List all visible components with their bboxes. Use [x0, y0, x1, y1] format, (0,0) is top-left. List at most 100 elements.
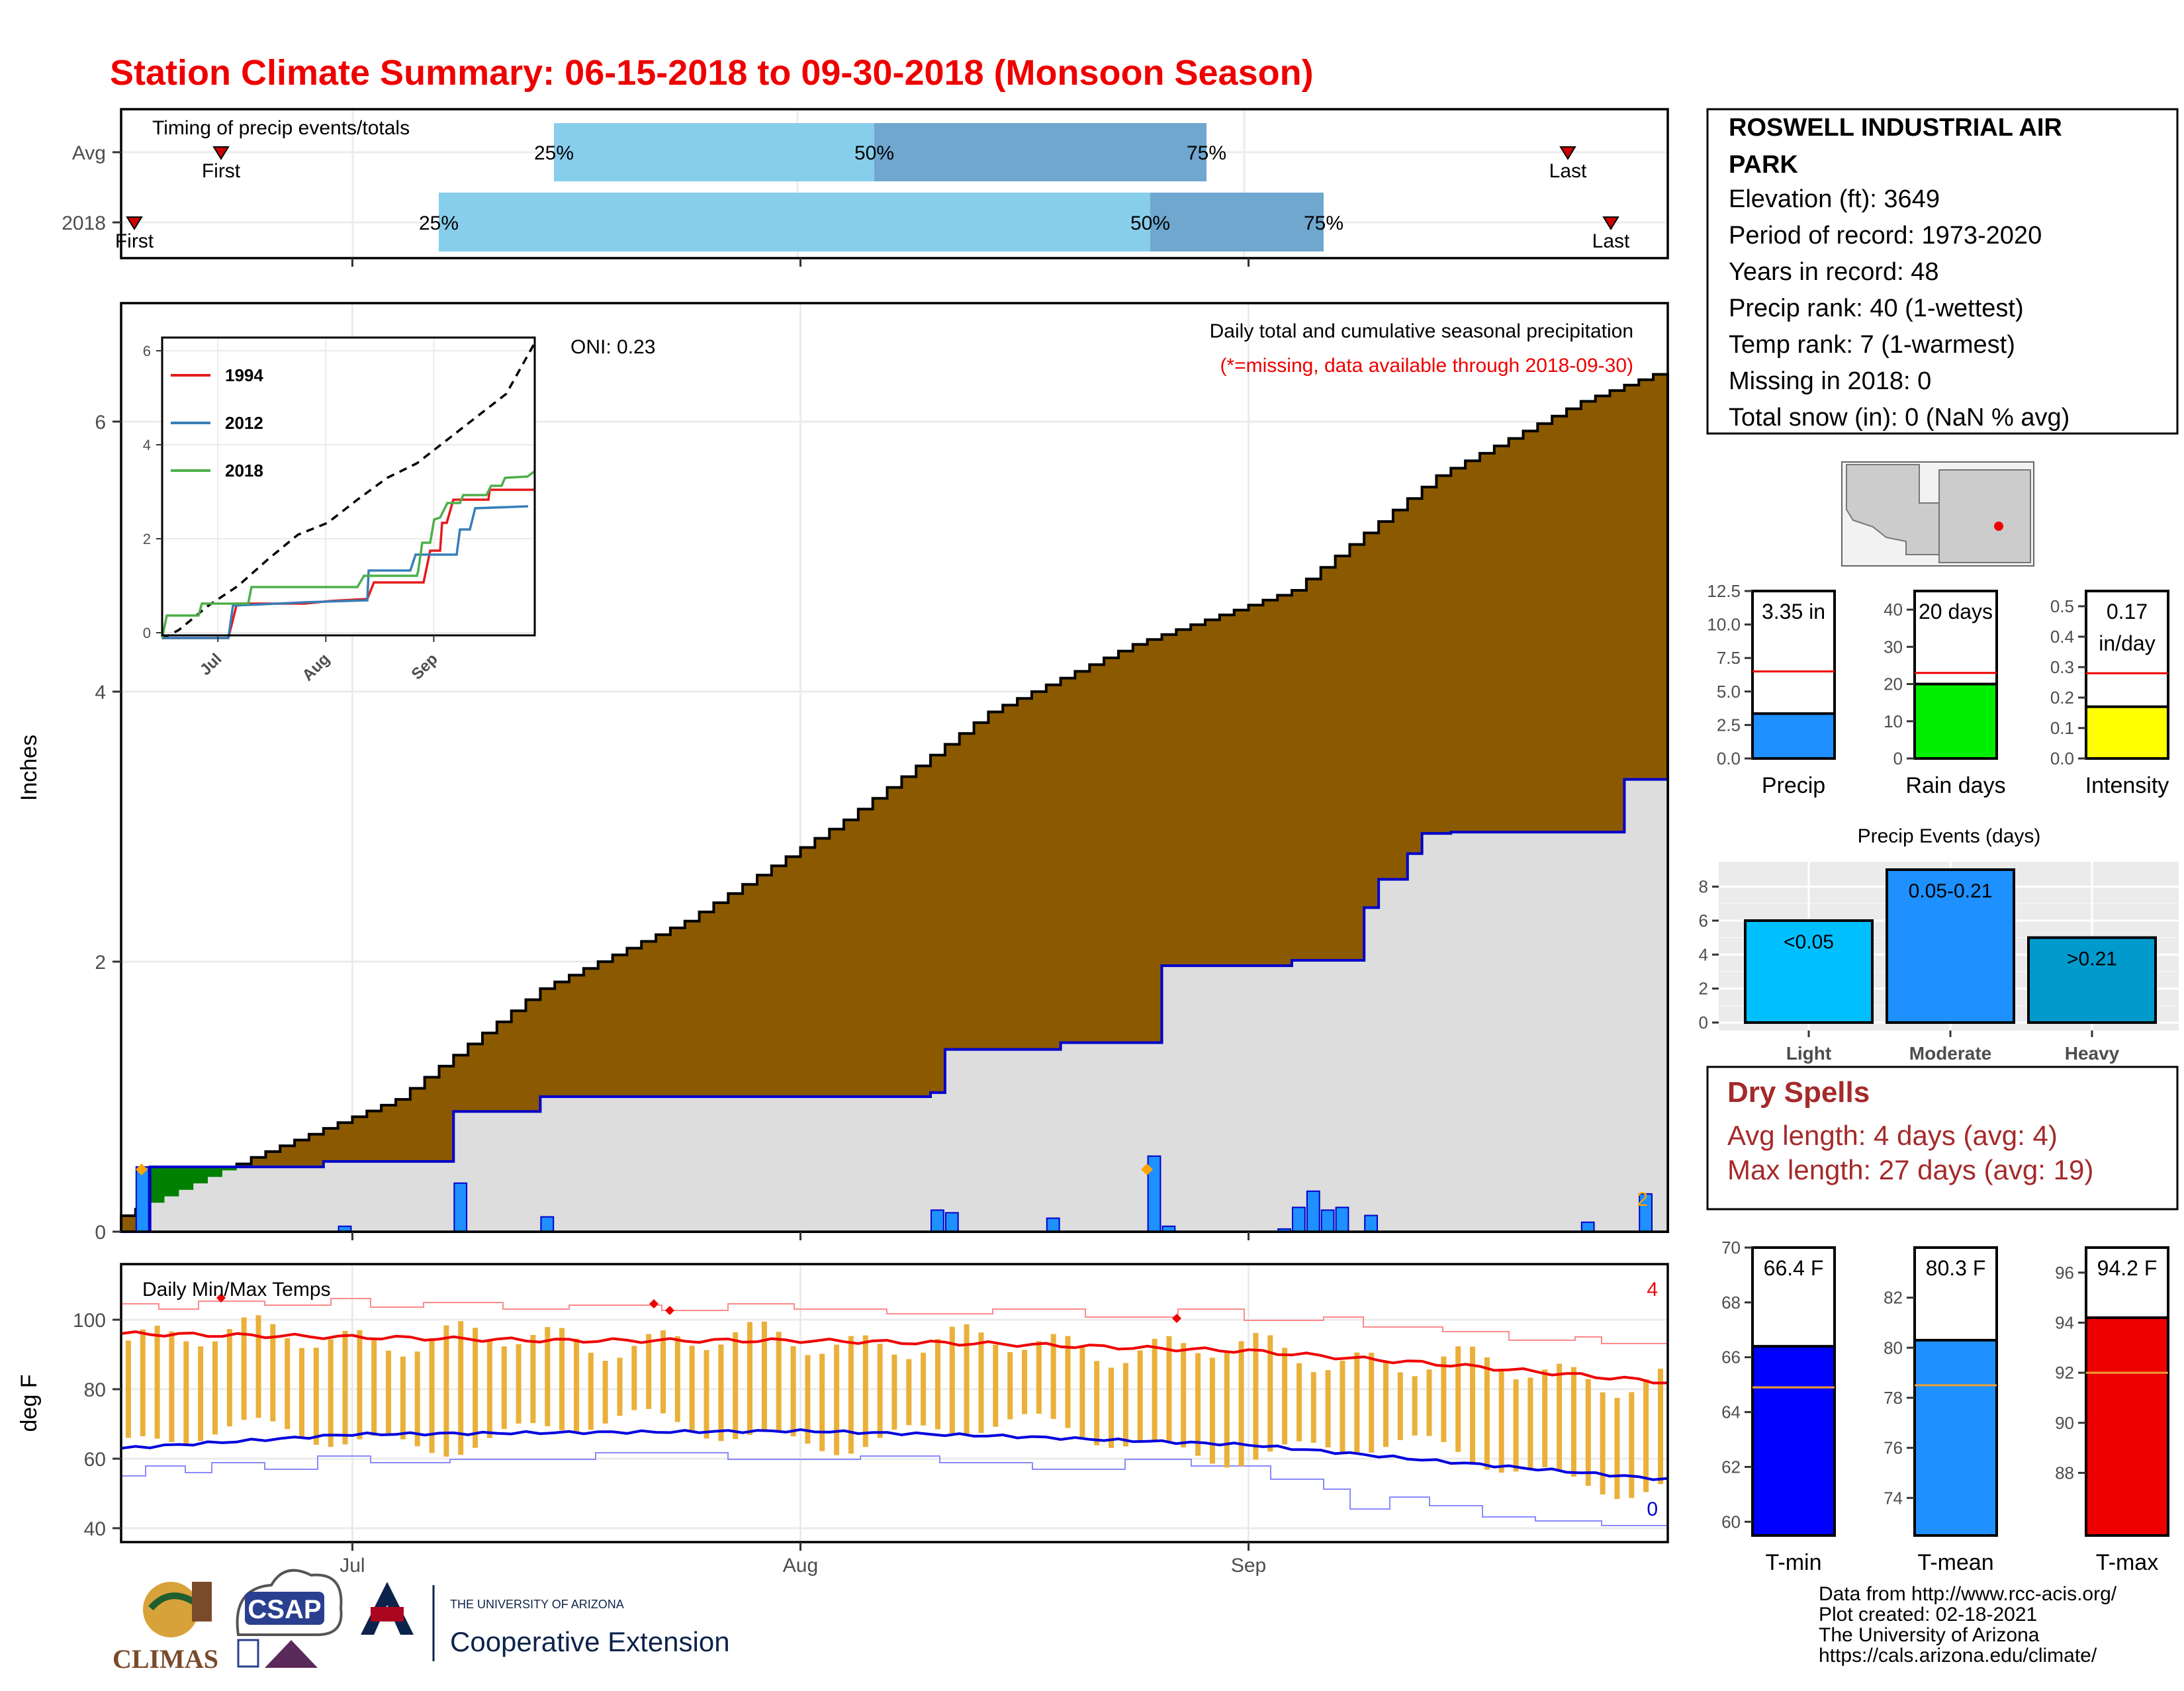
temp-daily-range-bar [1412, 1376, 1418, 1436]
station-name-line-2: PARK [1729, 151, 1798, 179]
temp-daily-range-bar [733, 1332, 739, 1440]
temp-daily-range-bar [674, 1336, 680, 1422]
timing-avg-bar-50-75 [874, 123, 1206, 181]
precip-events-y-tick-label: 2 [1699, 979, 1708, 999]
inset-legend-label: 1994 [225, 365, 263, 385]
precip-daily-bar [1306, 1190, 1320, 1233]
temp-daily-range-bar [1282, 1348, 1288, 1445]
dry-spells-box: Dry Spells Avg length: 4 days (avg: 4) M… [1706, 1066, 2179, 1211]
inset-y-tick-label: 0 [143, 625, 151, 641]
dry-spells-max-length: Max length: 27 days (avg: 19) [1727, 1154, 2093, 1185]
temp-daily-range-bar [776, 1332, 782, 1432]
temp-daily-range-bar [486, 1339, 492, 1438]
timing-avg-last-marker [1559, 146, 1576, 160]
small-chart-y-tick-label: 70 [1721, 1238, 1741, 1257]
station-info-line: Total snow (in): 0 (NaN % avg) [1729, 404, 2070, 432]
temp-daily-range-bar [212, 1341, 218, 1435]
small-chart-y-tick-label: 94 [2055, 1312, 2074, 1332]
temp-daily-range-bar [516, 1344, 522, 1424]
csap-logo-text: CSAP [248, 1595, 321, 1624]
station-info-line: Temp rank: 7 (1-warmest) [1729, 331, 2015, 359]
small-chart-y-tick-label: 88 [2055, 1463, 2074, 1483]
small-chart-y-tick-label: 92 [2055, 1363, 2074, 1383]
precip-record-marker-1 [136, 1164, 148, 1175]
small-chart-y-tick-label: 0.4 [2050, 627, 2074, 647]
temp-daily-range-bar [1629, 1392, 1635, 1498]
temp-record-marker-4 [1172, 1314, 1181, 1323]
temp-daily-range-bar [1369, 1352, 1375, 1453]
temp-y-tick-label: 60 [84, 1449, 106, 1471]
temp-daily-range-bar [1310, 1372, 1316, 1443]
temp-daily-range-bar [631, 1346, 637, 1410]
precip-missing-note: (*=missing, data available through 2018-… [1220, 355, 1633, 377]
precip-record-marker-2 [1141, 1164, 1153, 1175]
temp-record-marker-3 [665, 1306, 674, 1315]
precip-y-tick-label: 4 [95, 682, 106, 704]
precip-panel: 0 2 4 6 Inches ONI: 0.23 Daily total and cu… [17, 258, 1670, 1244]
small-chart-y-tick-label: 60 [1721, 1512, 1741, 1531]
station-location-dot [1994, 522, 2003, 531]
temp-daily-range-bar [400, 1356, 406, 1440]
station-info-line: Years in record: 48 [1729, 258, 1939, 286]
source-credits: Data from http://www.rcc-acis.org/ Plot … [1819, 1583, 2117, 1667]
temp-daily-range-bar [1325, 1370, 1331, 1447]
temp-daily-range-bar [761, 1321, 767, 1432]
inset-y-tick-label: 6 [143, 343, 151, 359]
temp-daily-range-bar [1022, 1349, 1027, 1414]
precip-2018-cumulative-line [121, 778, 1668, 1233]
timing-avg-first-label: First [202, 160, 241, 182]
small-chart-y-tick-label: 10.0 [1707, 615, 1741, 635]
temp-daily-range-bar [1152, 1338, 1158, 1441]
timing-2018-first-marker [126, 216, 143, 230]
temp-daily-range-bar [1498, 1371, 1504, 1473]
small-chart-y-tick-label: 0.0 [2050, 749, 2074, 768]
csap-logo: CSAP [236, 1569, 343, 1668]
temp-daily-range-bar [848, 1336, 854, 1454]
temp-daily-range-bar [1470, 1346, 1475, 1463]
temp-daily-range-bar [1137, 1350, 1143, 1443]
small-chart-y-tick-label: 78 [1884, 1388, 1903, 1408]
small-chart-y-tick-label: 10 [1884, 711, 1903, 731]
small-chart-value-label: 80.3 F [1926, 1256, 1986, 1280]
precip-daily-bar [1292, 1207, 1306, 1233]
small-chart-x-label: T-mean [1917, 1550, 1993, 1575]
small-chart-value-bar [2085, 705, 2169, 760]
temp-daily-range-bar [1570, 1367, 1576, 1477]
temp-x-tick-label: Jul [340, 1555, 365, 1577]
precip-daily-bar [1320, 1209, 1335, 1233]
small-chart-y-tick-label: 40 [1884, 600, 1903, 619]
temp-daily-range-bar [1441, 1356, 1447, 1442]
precip-daily-bar [540, 1216, 555, 1232]
temp-daily-range-bar [1557, 1363, 1563, 1470]
temp-daily-range-bar [501, 1346, 507, 1430]
temp-daily-range-bar [1253, 1332, 1259, 1460]
small-chart-y-tick-label: 0 [1893, 749, 1903, 768]
temp-daily-range-bar [313, 1348, 319, 1445]
temp-record-low-count: 0 [1647, 1498, 1658, 1520]
temp-daily-range-bar [862, 1335, 868, 1447]
small-chart-y-tick-label: 0.3 [2050, 657, 2074, 677]
precip-panel-frame [120, 302, 1669, 1233]
temp-daily-range-bar [689, 1346, 695, 1432]
tmean-chart: 80.3 F 74 76 78 80 82 T-mean [1884, 1246, 1998, 1575]
temp-daily-range-bar [328, 1339, 334, 1447]
small-chart-y-tick-label: 0.1 [2050, 718, 2074, 738]
temp-daily-range-bar [718, 1344, 724, 1441]
dry-spells-frame [1706, 1066, 2179, 1211]
temp-daily-range-bar [602, 1361, 608, 1424]
precip-events-chart: Precip Events (days) <0.05 0.05-0.21 >0.21… [1699, 825, 2179, 1064]
intensity-chart: 0.17 in/day 0.0 0.1 0.2 0.3 0.4 0.5 Intensity [2050, 590, 2169, 798]
precip-daily-bar [1335, 1207, 1349, 1233]
temp-daily-range-bar [1340, 1361, 1345, 1453]
ua-logo-big-text: Cooperative Extension [450, 1626, 730, 1657]
temp-daily-range-bar [299, 1348, 304, 1438]
small-chart-value-bar [1751, 1345, 1836, 1537]
temp-daily-range-bar [978, 1332, 984, 1434]
precip-y-tick-label: 0 [95, 1222, 106, 1244]
temp-daily-range-bar [819, 1353, 825, 1451]
small-chart-y-tick-label: 62 [1721, 1457, 1741, 1477]
inset-line-2012 [162, 505, 529, 639]
timing-avg-bar-25-50 [554, 123, 874, 181]
temp-daily-range-bar [1297, 1363, 1302, 1441]
